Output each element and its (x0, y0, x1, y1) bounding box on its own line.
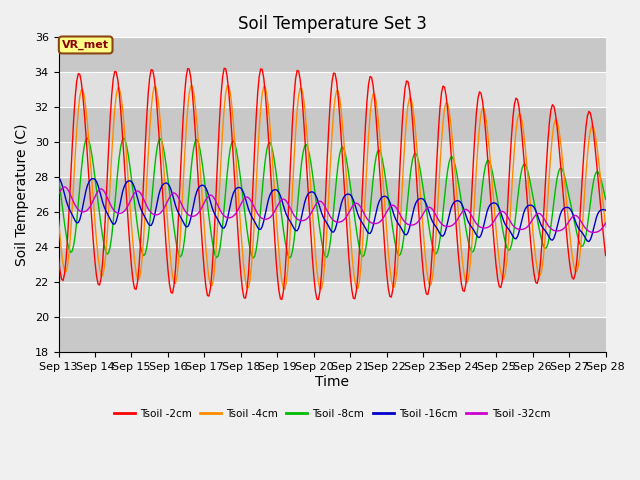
Tsoil -32cm (589, 229, 597, 235)
Bar (58, 247, 605, 282)
Tsoil -32cm (386, 204, 394, 210)
Bar (58, 178, 605, 212)
Title: Soil Temperature Set 3: Soil Temperature Set 3 (237, 15, 426, 33)
Line: Tsoil -8cm: Tsoil -8cm (58, 138, 605, 258)
Tsoil -8cm (54, 174, 62, 180)
X-axis label: Time: Time (315, 375, 349, 389)
Tsoil -32cm (398, 215, 406, 221)
Tsoil -8cm (369, 176, 377, 182)
Tsoil -4cm (369, 91, 377, 97)
Tsoil -8cm (387, 216, 395, 222)
Bar (58, 37, 605, 72)
Line: Tsoil -32cm: Tsoil -32cm (58, 187, 605, 232)
Bar (58, 317, 605, 352)
Tsoil -2cm (70, 116, 77, 121)
Tsoil -16cm (157, 187, 164, 192)
Tsoil -32cm (54, 192, 62, 198)
Tsoil -16cm (585, 239, 593, 244)
Tsoil -4cm (538, 267, 546, 273)
Bar (58, 72, 605, 108)
Tsoil -2cm (602, 252, 609, 258)
Tsoil -4cm (602, 224, 609, 230)
Tsoil -32cm (368, 220, 376, 226)
Tsoil -16cm (54, 174, 62, 180)
Tsoil -2cm (369, 83, 377, 88)
Text: VR_met: VR_met (62, 40, 109, 50)
Tsoil -8cm (84, 135, 92, 141)
Tsoil -4cm (70, 179, 77, 184)
Tsoil -2cm (54, 255, 62, 261)
Tsoil -2cm (314, 297, 322, 302)
Tsoil -8cm (249, 255, 257, 261)
Tsoil -16cm (366, 230, 374, 236)
Legend: Tsoil -2cm, Tsoil -4cm, Tsoil -8cm, Tsoil -16cm, Tsoil -32cm: Tsoil -2cm, Tsoil -4cm, Tsoil -8cm, Tsoi… (110, 405, 554, 423)
Tsoil -32cm (536, 211, 544, 217)
Tsoil -8cm (602, 196, 609, 202)
Tsoil -2cm (157, 154, 164, 159)
Tsoil -4cm (399, 161, 407, 167)
Bar (58, 212, 605, 247)
Tsoil -2cm (387, 294, 395, 300)
Tsoil -4cm (317, 286, 325, 292)
Tsoil -8cm (399, 237, 407, 242)
Bar (58, 282, 605, 317)
Bar (58, 143, 605, 178)
Tsoil -2cm (220, 65, 228, 71)
Tsoil -2cm (538, 242, 546, 248)
Tsoil -4cm (157, 120, 164, 125)
Line: Tsoil -4cm: Tsoil -4cm (58, 86, 605, 289)
Tsoil -16cm (602, 207, 609, 213)
Tsoil -2cm (399, 101, 407, 107)
Tsoil -8cm (70, 242, 77, 248)
Line: Tsoil -2cm: Tsoil -2cm (58, 68, 605, 300)
Line: Tsoil -16cm: Tsoil -16cm (58, 177, 605, 241)
Bar (58, 108, 605, 143)
Tsoil -4cm (223, 83, 231, 89)
Y-axis label: Soil Temperature (C): Soil Temperature (C) (15, 124, 29, 266)
Tsoil -32cm (61, 184, 68, 190)
Tsoil -8cm (158, 139, 166, 144)
Tsoil -16cm (397, 224, 404, 230)
Tsoil -32cm (72, 203, 79, 208)
Tsoil -32cm (602, 220, 609, 226)
Tsoil -16cm (535, 216, 543, 222)
Tsoil -32cm (158, 209, 166, 215)
Tsoil -16cm (70, 215, 77, 221)
Tsoil -4cm (387, 277, 395, 283)
Tsoil -16cm (385, 196, 392, 202)
Tsoil -8cm (538, 238, 546, 243)
Tsoil -4cm (54, 216, 62, 222)
